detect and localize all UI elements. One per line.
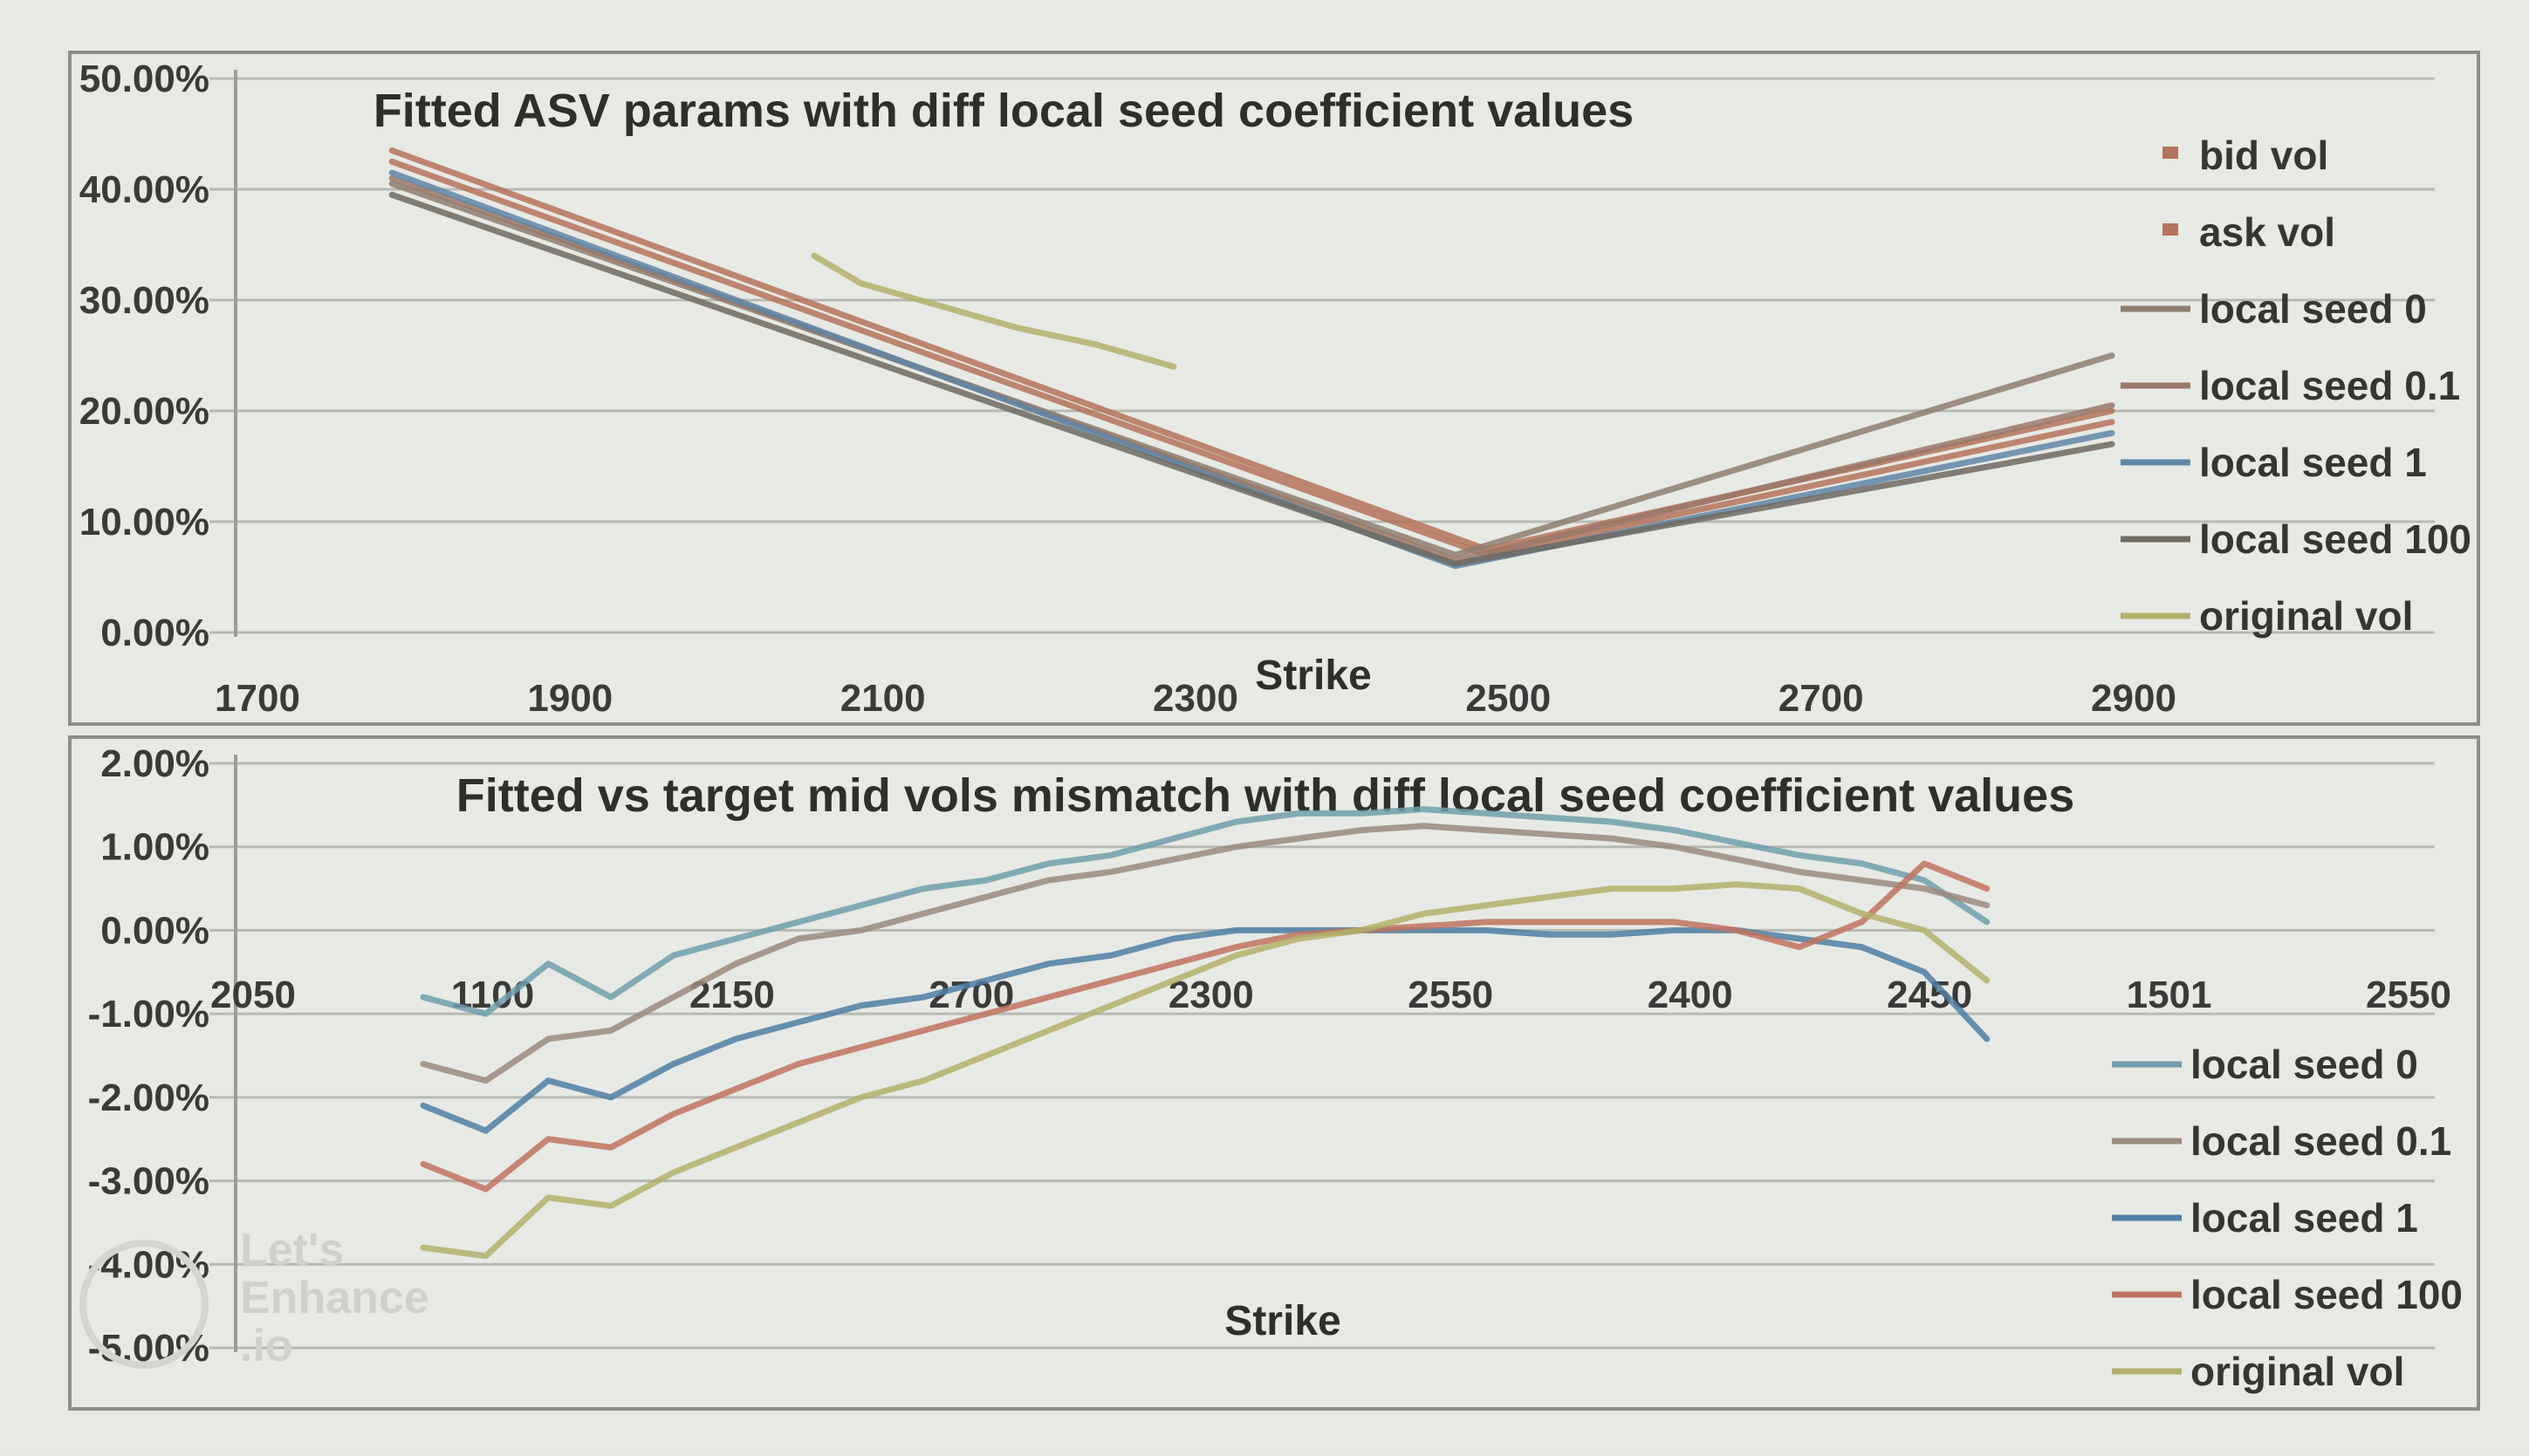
chart-title-0: Fitted ASV params with diff local seed c… (374, 85, 1634, 137)
y-tick-label-1-1: 1.00% (100, 826, 209, 869)
x-axis-title-1: Strike (1224, 1298, 1340, 1344)
legend-label-0-4: local seed 1 (2199, 440, 2427, 485)
legend-label-1-1: local seed 0.1 (2190, 1118, 2451, 1164)
y-tick-label-0-1: 10.00% (79, 501, 209, 543)
x-tick-label-1-5: 2550 (1408, 974, 1493, 1016)
y-tick-label-1-5: -3.00% (88, 1160, 209, 1203)
y-tick-label-0-2: 20.00% (79, 390, 209, 433)
y-tick-label-0-4: 40.00% (79, 168, 209, 211)
series-line-0-4 (388, 169, 2115, 570)
y-tick-label-0-0: 0.00% (100, 612, 209, 654)
series-line-1-0 (420, 806, 1991, 1017)
legend-label-1-4: original vol (2190, 1349, 2404, 1394)
x-tick-label-0-4: 2500 (1465, 677, 1551, 720)
series-line-1-1 (420, 823, 1991, 1084)
watermark-logo: Let's Enhance .io (79, 1225, 429, 1371)
y-tick-label-1-3: -1.00% (88, 993, 209, 1036)
watermark-line2: Enhance (240, 1273, 429, 1323)
y-tick-label-1-2: 0.00% (100, 909, 209, 952)
chart-mid-vol-mismatch: 2.00%1.00%0.00%-1.00%-2.00%-3.00%-4.00%-… (88, 742, 2463, 1394)
watermark-line1: Let's (240, 1225, 344, 1275)
legend-swatch-0-0 (2162, 147, 2178, 159)
panel-2-frame (68, 735, 2480, 1411)
y-tick-label-0-5: 50.00% (79, 58, 209, 100)
legend-label-1-3: local seed 100 (2190, 1272, 2463, 1317)
watermark-line3: .io (240, 1321, 293, 1371)
legend-label-0-2: local seed 0 (2199, 286, 2427, 332)
legend-label-0-6: original vol (2199, 593, 2413, 639)
legend-label-0-0: bid vol (2199, 133, 2328, 178)
x-tick-label-1-8: 1501 (2127, 974, 2212, 1016)
x-tick-label-1-0: 2050 (210, 974, 296, 1016)
x-tick-label-0-1: 1900 (527, 677, 613, 720)
series-line-1-3 (420, 860, 1991, 1193)
legend-label-1-0: local seed 0 (2190, 1042, 2418, 1087)
series-line-0-2 (388, 181, 2115, 558)
x-axis-title-0: Strike (1255, 653, 1371, 699)
x-tick-label-1-4: 2300 (1169, 974, 1254, 1016)
series-line-1-2 (420, 926, 1991, 1134)
x-tick-label-1-6: 2400 (1648, 974, 1733, 1016)
legend-label-1-2: local seed 1 (2190, 1195, 2418, 1241)
x-tick-label-0-6: 2900 (2091, 677, 2176, 720)
legend-label-0-5: local seed 100 (2199, 516, 2471, 562)
legend-label-0-1: ask vol (2199, 209, 2335, 255)
chart-asv-params: 0.00% 10.00% 20.00% 30.00% 40.00% 50.00% 1700 1… (79, 58, 2471, 720)
x-tick-label-0-2: 2100 (840, 677, 926, 720)
series-line-0-5 (388, 191, 2115, 567)
x-tick-label-1-9: 2550 (2366, 974, 2451, 1016)
series-line-1-4 (420, 881, 1991, 1260)
series-line-0-6 (811, 252, 1177, 370)
chart-title-1: Fitted vs target mid vols mismatch with … (456, 769, 2074, 822)
legend-swatch-0-1 (2162, 223, 2178, 236)
x-tick-label-0-5: 2700 (1779, 677, 1864, 720)
y-tick-label-1-4: -2.00% (88, 1077, 209, 1119)
series-line-0-3 (388, 174, 2115, 564)
y-tick-label-0-3: 30.00% (79, 279, 209, 322)
x-tick-label-0-3: 2300 (1153, 677, 1238, 720)
x-tick-label-0-0: 1700 (215, 677, 300, 720)
y-tick-label-1-0: 2.00% (100, 742, 209, 785)
panel-1-frame (68, 51, 2480, 726)
legend-label-0-3: local seed 0.1 (2199, 363, 2460, 408)
